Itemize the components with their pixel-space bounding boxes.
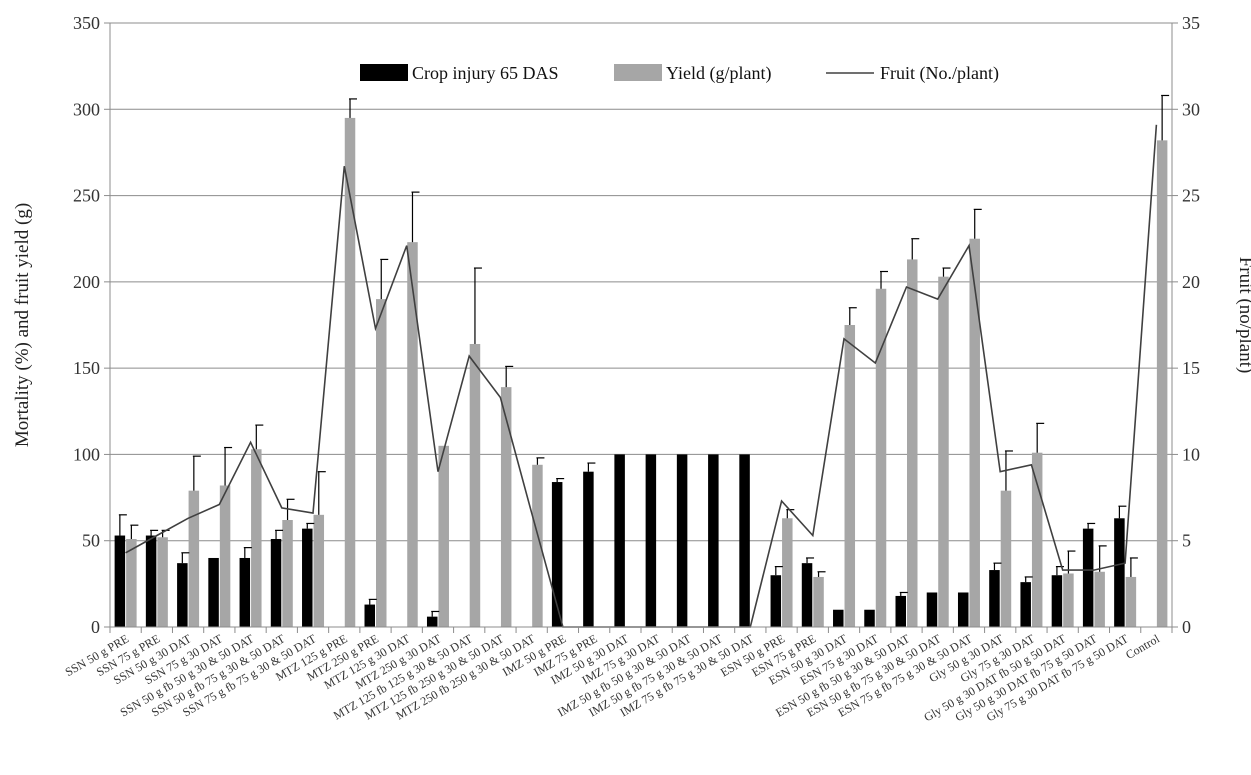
- bar-crop-injury: [770, 575, 782, 627]
- gridlines: [110, 22, 1172, 542]
- bar-yield: [407, 242, 418, 627]
- left-tick-labels: 0 50 100 150 200 250 300 350: [73, 13, 100, 637]
- y-tick-label: 150: [73, 358, 100, 378]
- y2-tick-label: 20: [1182, 272, 1200, 292]
- bar-crop-injury: [177, 563, 188, 627]
- y-tick-label: 50: [82, 531, 100, 551]
- bar-crop-injury: [270, 538, 282, 627]
- bar-crop-injury: [426, 616, 438, 627]
- bar-yield: [251, 449, 262, 627]
- y-tick-label: 0: [91, 617, 100, 637]
- bar-crop-injury: [957, 592, 969, 627]
- bar-crop-injury: [239, 557, 251, 627]
- bar-crop-injury: [926, 592, 938, 627]
- bar-yield: [126, 538, 137, 627]
- bar-yield: [438, 445, 449, 627]
- bar-crop-injury: [145, 535, 157, 627]
- y2-tick-label: 0: [1182, 617, 1191, 637]
- y2-tick-label: 25: [1182, 186, 1200, 206]
- legend: Crop injury 65 DAS Yield (g/plant) Fruit…: [360, 63, 999, 84]
- bar-yield: [1125, 576, 1137, 627]
- bar-yield: [1156, 140, 1168, 627]
- bar-crop-injury: [833, 609, 844, 627]
- y-tick-label: 100: [73, 444, 100, 464]
- bar-crop-injury: [801, 563, 813, 627]
- bar-crop-injury: [989, 570, 1000, 627]
- legend-label-crop-injury: Crop injury 65 DAS: [412, 63, 559, 83]
- bar-yield: [313, 514, 325, 627]
- legend-label-yield: Yield (g/plant): [666, 63, 771, 84]
- bar-yield: [188, 490, 200, 627]
- bar-yield: [907, 259, 918, 627]
- y2-tick-label: 5: [1182, 531, 1191, 551]
- y-axis-title: Mortality (%) and fruit yield (g): [12, 203, 33, 447]
- bar-crop-injury: [864, 609, 875, 627]
- category-label: Control: [1123, 631, 1162, 662]
- bar-crop-injury: [208, 557, 219, 627]
- y2-tick-label: 30: [1182, 99, 1200, 119]
- y2-tick-label: 35: [1182, 13, 1200, 33]
- bar-yield: [344, 117, 356, 628]
- bar-yield: [969, 238, 980, 627]
- bar-yield: [157, 537, 168, 627]
- y-tick-label: 350: [73, 13, 100, 33]
- legend-swatch-crop-injury: [360, 64, 408, 81]
- bar-yield: [469, 343, 481, 627]
- bar-crop-injury: [551, 482, 563, 627]
- bar-crop-injury: [895, 595, 906, 627]
- bar-crop-injury: [708, 454, 719, 627]
- y-tick-label: 250: [73, 186, 100, 206]
- y-tick-label: 200: [73, 272, 100, 292]
- bar-yield: [1000, 490, 1012, 627]
- legend-swatch-yield: [614, 64, 662, 81]
- bar-yield: [813, 576, 824, 627]
- bar-yield: [875, 288, 887, 627]
- y-tick-label: 300: [73, 99, 100, 119]
- error-bars: [118, 94, 1170, 617]
- bar-crop-injury: [645, 454, 657, 627]
- bar-crop-injury: [1082, 528, 1094, 627]
- bar-yield: [844, 325, 856, 627]
- bar-yield: [1094, 571, 1105, 627]
- bar-yield: [938, 276, 949, 627]
- bar-crop-injury: [1020, 582, 1031, 627]
- bar-crop-injury: [114, 535, 126, 627]
- right-tick-labels: 0 5 10 15 20 25 30 35: [1182, 13, 1200, 637]
- bar-yield: [1031, 452, 1043, 627]
- bar-yield: [782, 518, 793, 627]
- bar-yield: [219, 485, 231, 627]
- bar-series: [114, 117, 1168, 628]
- y2-tick-label: 10: [1182, 444, 1200, 464]
- legend-label-fruit: Fruit (No./plant): [880, 63, 999, 84]
- bar-crop-injury: [1051, 575, 1063, 627]
- y2-tick-label: 15: [1182, 358, 1200, 378]
- bar-yield: [282, 520, 293, 627]
- bar-crop-injury: [614, 454, 625, 627]
- bar-yield: [1063, 573, 1074, 627]
- bar-crop-injury: [302, 528, 313, 627]
- y2-axis-title: Fruit (no/plant): [1235, 257, 1251, 374]
- bar-crop-injury: [364, 604, 375, 627]
- bar-crop-injury: [583, 471, 594, 627]
- bar-yield: [500, 387, 512, 627]
- bar-crop-injury: [739, 454, 750, 627]
- bar-crop-injury: [676, 454, 688, 627]
- axes: [104, 22, 1178, 633]
- bar-yield: [376, 299, 387, 627]
- bar-yield: [532, 464, 543, 627]
- bar-crop-injury: [1114, 518, 1125, 627]
